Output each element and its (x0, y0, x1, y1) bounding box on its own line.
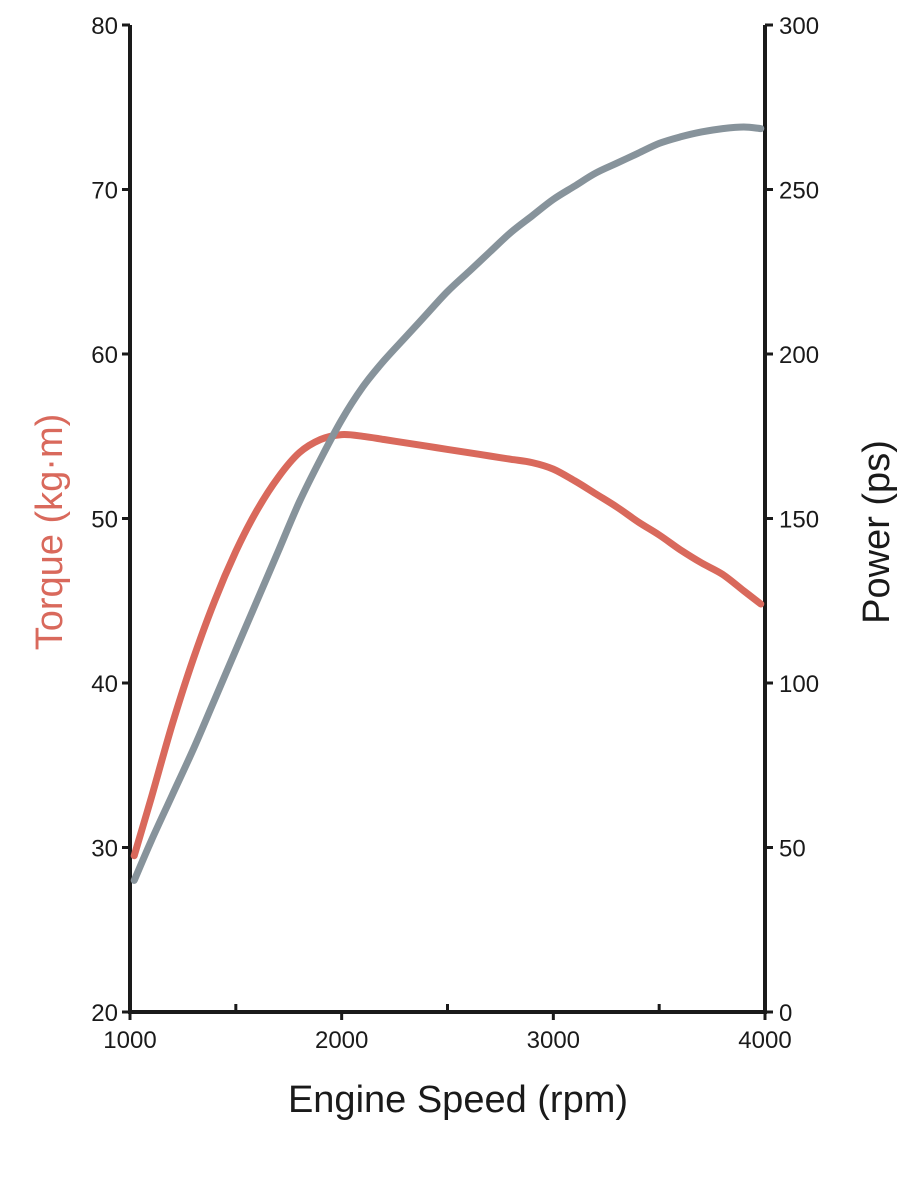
x-tick-label: 3000 (527, 1027, 580, 1054)
right-axis-title: Power (ps) (856, 440, 898, 624)
right-tick-label: 300 (779, 13, 819, 40)
tick-labels-group: 20 30 40 50 60 70 80 0 50 100 150 200 250 300 1000 2000… (91, 13, 819, 1054)
torque-series-line (130, 430, 765, 860)
right-tick-label: 150 (779, 507, 819, 534)
power-series-line (130, 123, 765, 884)
left-tick-label: 50 (91, 507, 118, 534)
left-tick-label: 20 (91, 1000, 118, 1027)
x-tick-label: 1000 (103, 1027, 156, 1054)
x-tick-label: 2000 (315, 1027, 368, 1054)
right-tick-label: 0 (779, 1000, 792, 1027)
left-axis-title: Torque (kg·m) (29, 414, 71, 651)
right-tick-label: 250 (779, 178, 819, 205)
right-tick-label: 200 (779, 342, 819, 369)
left-tick-label: 80 (91, 13, 118, 40)
left-tick-label: 70 (91, 178, 118, 205)
left-tick-label: 60 (91, 342, 118, 369)
x-tick-label: 4000 (738, 1027, 791, 1054)
series-group (130, 123, 765, 884)
right-tick-label: 50 (779, 836, 806, 863)
right-tick-label: 100 (779, 671, 819, 698)
axes-group (122, 23, 773, 1020)
x-axis-title: Engine Speed (rpm) (288, 1079, 628, 1121)
left-tick-label: 40 (91, 671, 118, 698)
left-tick-label: 30 (91, 836, 118, 863)
